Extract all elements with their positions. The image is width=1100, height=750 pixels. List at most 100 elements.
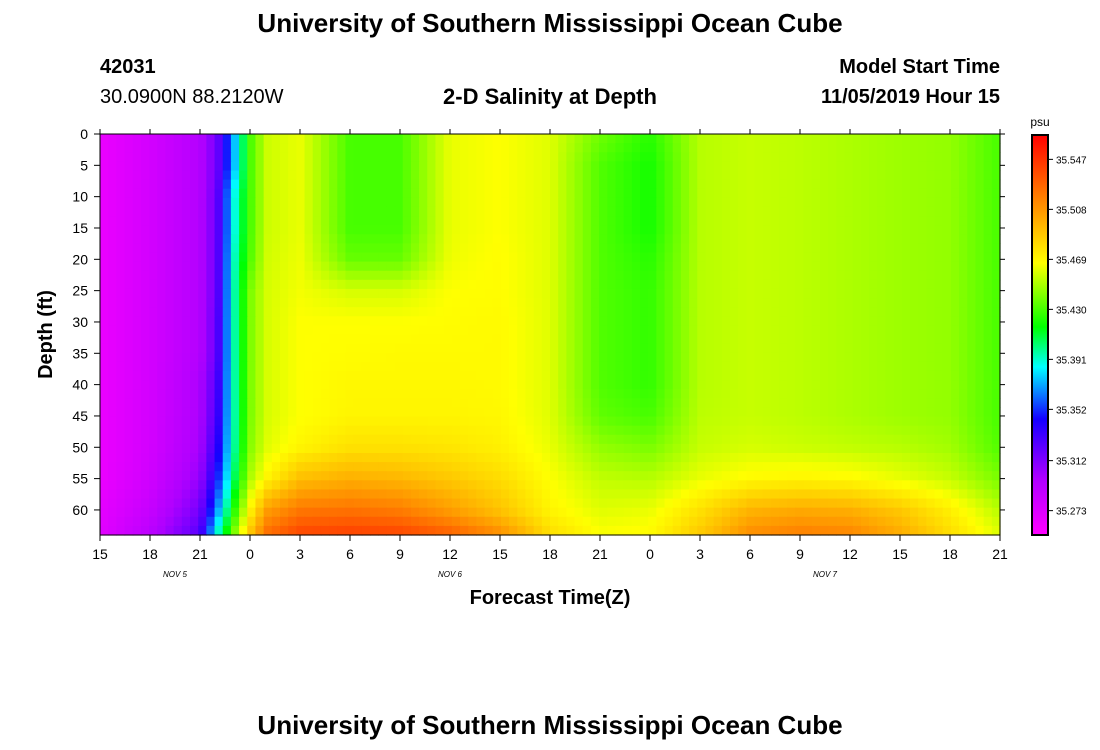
- heat-cell: [255, 489, 265, 500]
- heat-cell: [582, 389, 592, 399]
- heat-cell: [280, 298, 289, 308]
- heat-cell: [926, 343, 936, 354]
- heat-cell: [942, 270, 952, 281]
- heat-cell: [836, 443, 846, 454]
- heat-cell: [779, 352, 788, 363]
- heat-cell: [689, 498, 698, 509]
- heat-cell: [623, 352, 633, 363]
- heat-cell: [386, 316, 396, 326]
- heat-cell: [108, 261, 117, 272]
- heat-cell: [525, 398, 535, 409]
- heat-cell: [198, 161, 207, 172]
- heat-cell: [247, 316, 257, 326]
- heat-cell: [975, 161, 985, 172]
- heat-cell: [942, 316, 952, 326]
- heat-cell: [779, 270, 788, 281]
- heat-cell: [787, 234, 797, 244]
- heat-cell: [484, 325, 494, 336]
- heat-cell: [631, 416, 641, 427]
- heat-cell: [599, 334, 608, 345]
- heat-cell: [901, 452, 911, 463]
- heat-cell: [263, 252, 273, 263]
- heat-cell: [918, 462, 927, 472]
- heat-cell: [492, 352, 502, 363]
- heat-cell: [116, 270, 126, 281]
- heat-cell: [721, 316, 731, 326]
- heat-cell: [754, 216, 764, 226]
- heat-cell: [108, 416, 117, 427]
- heat-cell: [206, 243, 216, 254]
- heat-cell: [934, 134, 944, 144]
- heat-cell: [173, 343, 183, 354]
- heat-cell: [443, 343, 453, 354]
- heat-cell: [140, 398, 150, 409]
- heat-cell: [607, 225, 617, 235]
- heat-cell: [885, 516, 895, 527]
- heat-cell: [181, 270, 191, 281]
- heat-cell: [623, 288, 633, 299]
- heat-cell: [386, 425, 396, 436]
- heat-cell: [484, 380, 494, 390]
- heat-cell: [901, 516, 911, 527]
- heat-cell: [959, 443, 968, 454]
- heat-cell: [247, 243, 257, 254]
- heat-cell: [582, 161, 592, 172]
- heat-cell: [247, 225, 257, 235]
- heat-cell: [950, 398, 960, 409]
- heat-cell: [672, 270, 682, 281]
- heat-cell: [558, 279, 567, 290]
- heat-cell: [648, 206, 657, 217]
- heat-cell: [959, 425, 968, 436]
- heat-cell: [631, 252, 641, 263]
- heat-cell: [230, 179, 240, 190]
- heat-cell: [361, 434, 371, 445]
- heat-cell: [615, 507, 625, 518]
- heat-cell: [402, 206, 412, 217]
- heat-cell: [754, 288, 764, 299]
- heat-cell: [582, 334, 592, 345]
- heat-cell: [271, 471, 281, 481]
- heat-cell: [312, 143, 322, 153]
- heat-cell: [901, 343, 911, 354]
- heat-cell: [770, 270, 780, 281]
- heat-cell: [705, 288, 715, 299]
- heat-cell: [885, 270, 895, 281]
- heat-cell: [370, 507, 379, 518]
- heat-cell: [975, 370, 985, 381]
- heat-cell: [672, 134, 682, 144]
- heat-cell: [320, 498, 330, 509]
- heat-cell: [247, 389, 257, 399]
- heat-cell: [476, 298, 486, 308]
- heat-cell: [443, 134, 453, 144]
- heat-cell: [550, 234, 559, 244]
- heat-cell: [885, 261, 895, 272]
- heat-cell: [582, 234, 592, 244]
- heat-cell: [353, 152, 363, 162]
- heat-cell: [738, 480, 747, 491]
- heat-cell: [664, 279, 674, 290]
- heat-cell: [312, 152, 322, 162]
- heat-cell: [157, 161, 167, 172]
- heat-cell: [901, 152, 911, 162]
- heat-cell: [869, 498, 878, 509]
- heat-cell: [623, 206, 633, 217]
- heat-cell: [149, 179, 158, 190]
- heat-cell: [893, 352, 903, 363]
- heat-cell: [124, 480, 134, 491]
- heat-cell: [263, 270, 273, 281]
- heat-cell: [492, 462, 502, 472]
- heat-cell: [672, 443, 682, 454]
- heat-cell: [746, 216, 756, 226]
- heat-cell: [648, 361, 657, 372]
- heat-cell: [582, 288, 592, 299]
- heat-cell: [533, 462, 543, 472]
- heat-cell: [329, 298, 338, 308]
- heat-cell: [631, 480, 641, 491]
- heat-cell: [762, 243, 772, 254]
- heat-cell: [329, 152, 338, 162]
- heat-cell: [918, 261, 927, 272]
- heat-cell: [378, 298, 387, 308]
- heat-cell: [656, 380, 666, 390]
- heat-cell: [329, 380, 338, 390]
- heat-cell: [435, 380, 445, 390]
